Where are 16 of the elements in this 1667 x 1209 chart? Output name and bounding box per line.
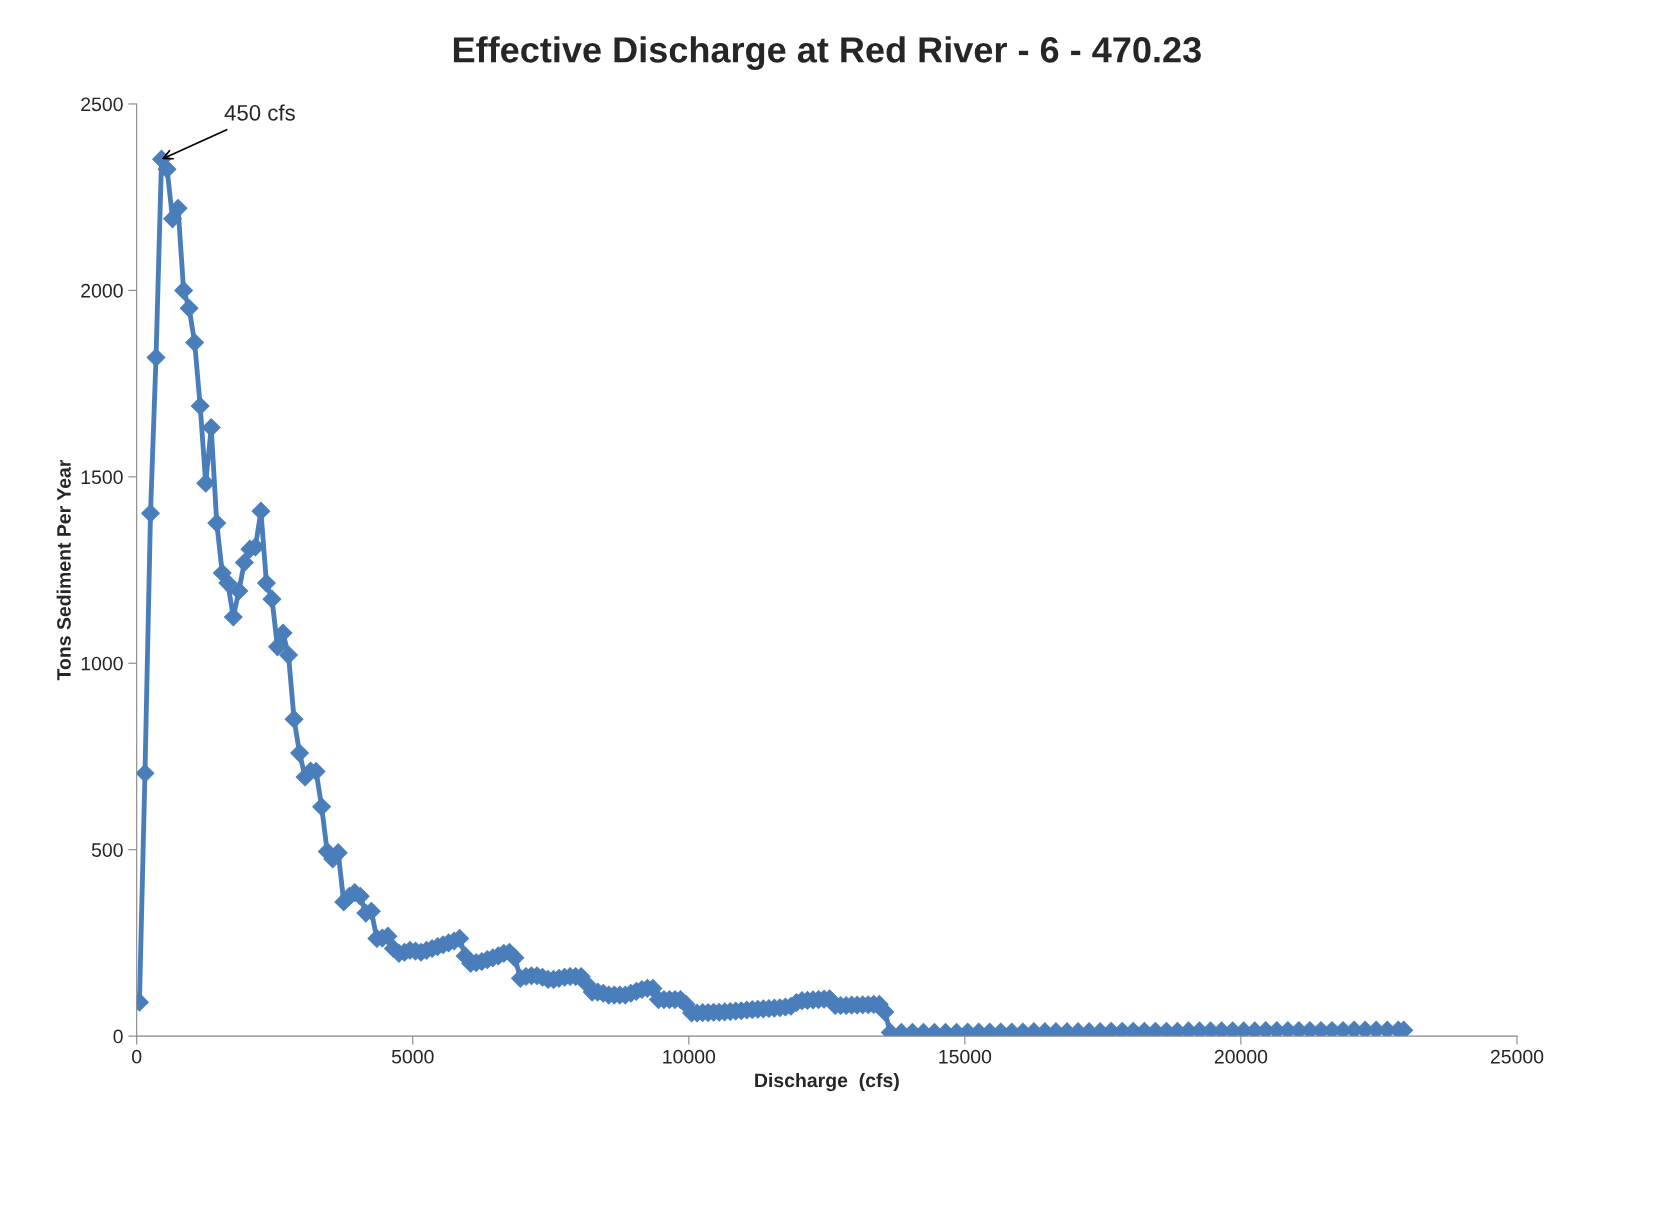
x-tick-label: 25000 — [1490, 1049, 1544, 1064]
x-tick-label: 0 — [132, 1049, 142, 1064]
x-axis-title: Discharge (cfs) — [755, 1072, 899, 1092]
y-axis-title: Tons Sediment Per Year — [56, 459, 71, 681]
y-tick-label: 1500 — [81, 470, 123, 485]
y-tick-label: 2500 — [81, 97, 123, 112]
chart-title: Effective Discharge at Red River - 6 - 470.23 — [453, 36, 1201, 70]
x-tick-label: 10000 — [663, 1049, 716, 1064]
x-tick-label: 5000 — [391, 1049, 434, 1064]
y-tick-label: 0 — [113, 1029, 123, 1044]
y-tick-label: 2000 — [81, 283, 123, 298]
annotation: 450 cfs — [224, 104, 295, 121]
x-tick-label: 20000 — [1214, 1049, 1268, 1064]
y-tick-label: 1000 — [81, 656, 123, 671]
y-tick-label: 500 — [91, 843, 123, 857]
x-tick-label: 15000 — [939, 1049, 992, 1064]
